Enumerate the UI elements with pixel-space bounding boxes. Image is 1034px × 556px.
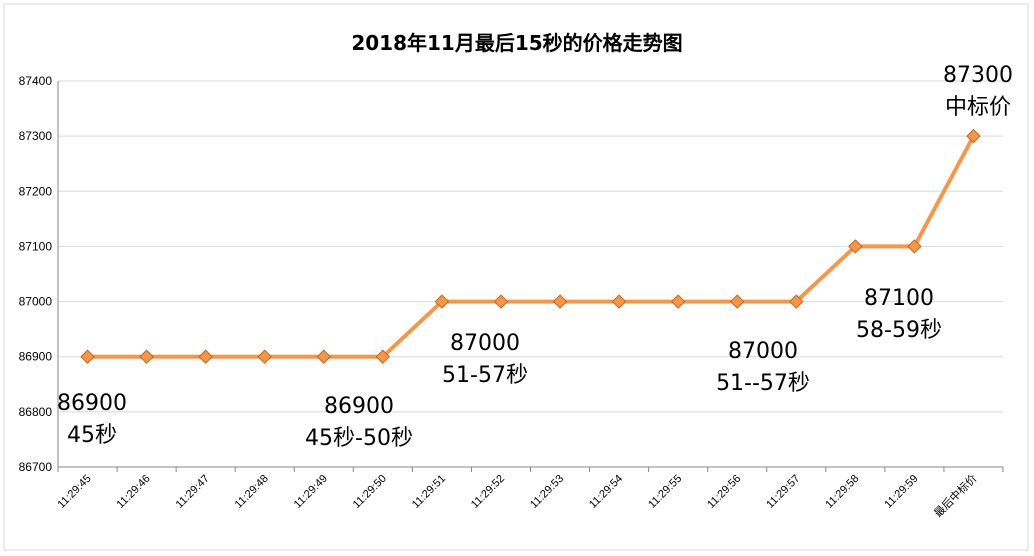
annotation-label: 45秒: [67, 423, 117, 448]
data-point: [375, 349, 391, 364]
x-tick-label: 11:29:46: [115, 473, 153, 511]
chart-border: [3, 3, 1029, 551]
x-tick-label: 11:29:54: [587, 473, 625, 511]
data-point: [198, 349, 213, 364]
data-point: [552, 294, 568, 309]
annotation-label: 51-57秒: [442, 363, 528, 388]
x-tick-label: 11:29:45: [55, 473, 93, 511]
x-tick-label: 11:29:56: [705, 473, 743, 511]
data-point: [434, 294, 450, 309]
data-point: [789, 294, 804, 309]
data-point: [316, 349, 331, 364]
y-tick-label: 87100: [19, 239, 53, 253]
annotation-label: 51--57秒: [716, 371, 810, 396]
data-point: [139, 349, 154, 364]
x-tick-label: 11:29:57: [764, 473, 802, 511]
data-point: [730, 294, 745, 309]
x-tick-label: 11:29:59: [882, 473, 920, 511]
data-point: [966, 128, 981, 144]
x-tick-label: 11:29:47: [174, 473, 212, 511]
annotations: 86900 45秒 86900 45秒-50秒 87000 51-57秒 87000 51--…: [57, 63, 1013, 451]
annotation-label: 87300: [943, 63, 1013, 88]
annotation-label: 中标价: [945, 95, 1011, 120]
y-tick-label: 87300: [19, 129, 53, 143]
chart-title: 2018年11月最后15秒的价格走势图: [351, 31, 682, 55]
data-point: [670, 294, 686, 309]
x-tick-label: 最后中标价: [931, 471, 980, 520]
x-axis-ticks: 11:29:45 11:29:46 11:29:47 11:29:48 11:29:49…: [55, 471, 979, 520]
y-tick-label: 87200: [19, 184, 53, 198]
y-tick-label: 87000: [19, 295, 53, 309]
data-point: [257, 349, 272, 364]
data-point: [80, 349, 95, 364]
annotation-label: 58-59秒: [856, 318, 942, 343]
x-tick-label: 11:29:50: [351, 473, 389, 511]
annotation-label: 87000: [728, 339, 798, 364]
data-point: [907, 239, 922, 254]
x-tick-label: 11:29:55: [646, 473, 684, 511]
y-axis-ticks: 86700 86800 86900 87000 87100 87200 87300 87400: [19, 74, 53, 474]
x-tick-label: 11:29:49: [292, 473, 330, 511]
annotation-label: 87000: [450, 331, 520, 356]
annotation-label: 87100: [864, 286, 934, 311]
y-tick-label: 86900: [19, 350, 53, 364]
y-tick-label: 87400: [19, 74, 53, 88]
annotation-label: 45秒-50秒: [305, 426, 413, 451]
x-tick-label: 11:29:48: [233, 473, 271, 511]
data-point: [848, 239, 863, 254]
annotation-label: 86900: [57, 391, 127, 416]
x-tick-label: 11:29:53: [528, 473, 566, 511]
y-tick-label: 86800: [19, 405, 53, 419]
axes: [57, 81, 1004, 472]
series-line: [87, 135, 976, 359]
annotation-label: 86900: [324, 394, 394, 419]
y-tick-label: 86700: [19, 460, 53, 474]
series-price: [80, 128, 981, 364]
x-tick-label: 11:29:52: [469, 473, 507, 511]
gridlines: [58, 80, 1003, 468]
x-tick-label: 11:29:51: [410, 473, 448, 511]
data-point: [493, 294, 509, 309]
x-tick-label: 11:29:58: [823, 473, 861, 511]
data-point: [611, 294, 627, 309]
